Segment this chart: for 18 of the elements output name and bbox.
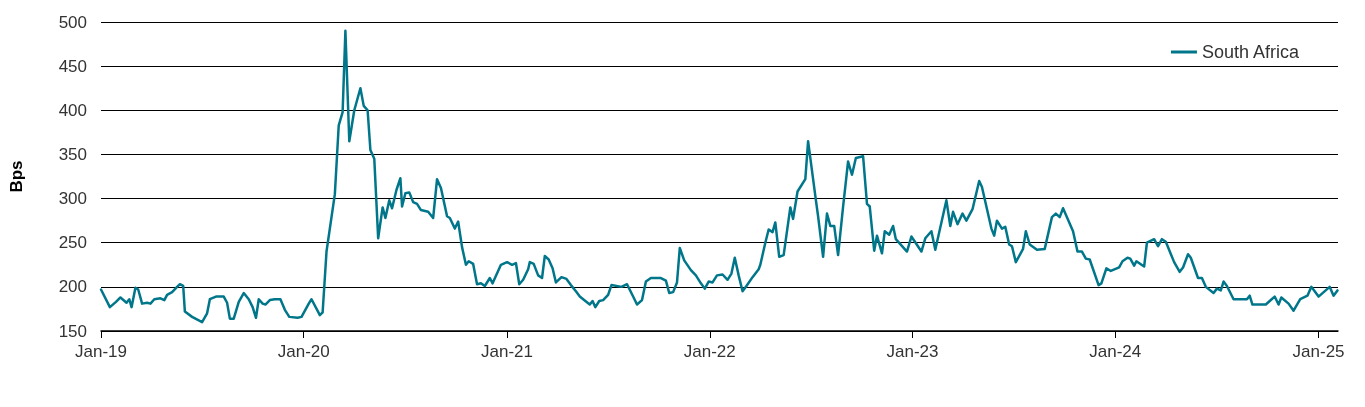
x-tick-label: Jan-21 bbox=[481, 342, 534, 361]
y-tick-label: 250 bbox=[58, 233, 87, 253]
x-tick-label: Jan-24 bbox=[1089, 342, 1142, 361]
y-tick-label: 500 bbox=[58, 12, 87, 32]
line-series bbox=[99, 29, 1339, 324]
legend-label: South Africa bbox=[1201, 42, 1300, 62]
y-tick-label: 300 bbox=[58, 189, 87, 209]
y-tick-label: 400 bbox=[58, 100, 87, 120]
y-tick-label: 450 bbox=[58, 56, 87, 76]
x-tick-label: Jan-25 bbox=[1292, 342, 1345, 361]
y-tick-label: 350 bbox=[58, 144, 87, 164]
x-tick-label: Jan-19 bbox=[75, 342, 127, 361]
y-tick-label: 150 bbox=[58, 321, 87, 341]
y-tick-label: 200 bbox=[58, 277, 87, 297]
x-tick-label: Jan-23 bbox=[886, 342, 939, 361]
x-tick-label: Jan-22 bbox=[683, 342, 736, 361]
y-axis-title: Bps bbox=[7, 160, 26, 193]
x-tick-label: Jan-20 bbox=[277, 342, 330, 361]
